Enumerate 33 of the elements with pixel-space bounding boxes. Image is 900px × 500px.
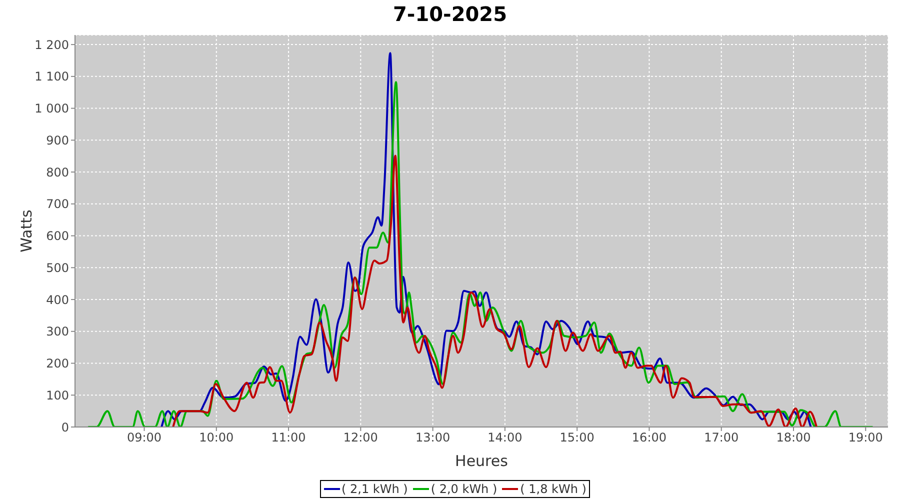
y-tick-label: 900 [46, 133, 69, 148]
line-series [160, 52, 812, 427]
x-tick-label: 17:00 [704, 430, 739, 445]
y-tick-label: 1 000 [34, 102, 69, 116]
y-tick-label: 700 [46, 197, 69, 212]
y-tick-label: 400 [46, 292, 69, 307]
y-tick-label: 800 [46, 165, 69, 180]
x-tick-label: 15:00 [560, 430, 594, 445]
x-tick-label: 18:00 [776, 430, 811, 445]
line-series [172, 154, 818, 427]
x-tick-label: 14:00 [488, 430, 522, 445]
y-tick-label: 1 100 [34, 70, 69, 84]
x-tick-label: 10:00 [199, 430, 234, 445]
legend-label: ( 1,8 kWh ) [520, 482, 586, 496]
legend-label: ( 2,0 kWh ) [430, 482, 498, 496]
x-tick-label: 11:00 [271, 430, 306, 445]
y-tick-label: 500 [46, 260, 69, 275]
chart-title: 7-10-2025 [392, 1, 508, 28]
x-tick-label: 09:00 [126, 430, 162, 445]
y-tick-label: 200 [46, 356, 69, 371]
y-tick-label: 0 [61, 420, 69, 434]
legend-label: ( 2,1 kWh ) [342, 482, 408, 496]
y-tick-label: 300 [46, 324, 69, 339]
x-tick-label: 13:00 [416, 430, 450, 445]
y-tick-label: 1 200 [34, 38, 69, 52]
x-axis-title: Heures [455, 452, 508, 470]
y-tick-label: 100 [46, 388, 69, 402]
x-tick-label: 12:00 [343, 430, 378, 445]
x-tick-label: 16:00 [632, 430, 667, 445]
line-series [88, 81, 874, 427]
y-axis-title: Watts [17, 210, 36, 252]
x-tick-label: 19:00 [848, 430, 883, 445]
y-tick-label: 600 [46, 229, 69, 244]
